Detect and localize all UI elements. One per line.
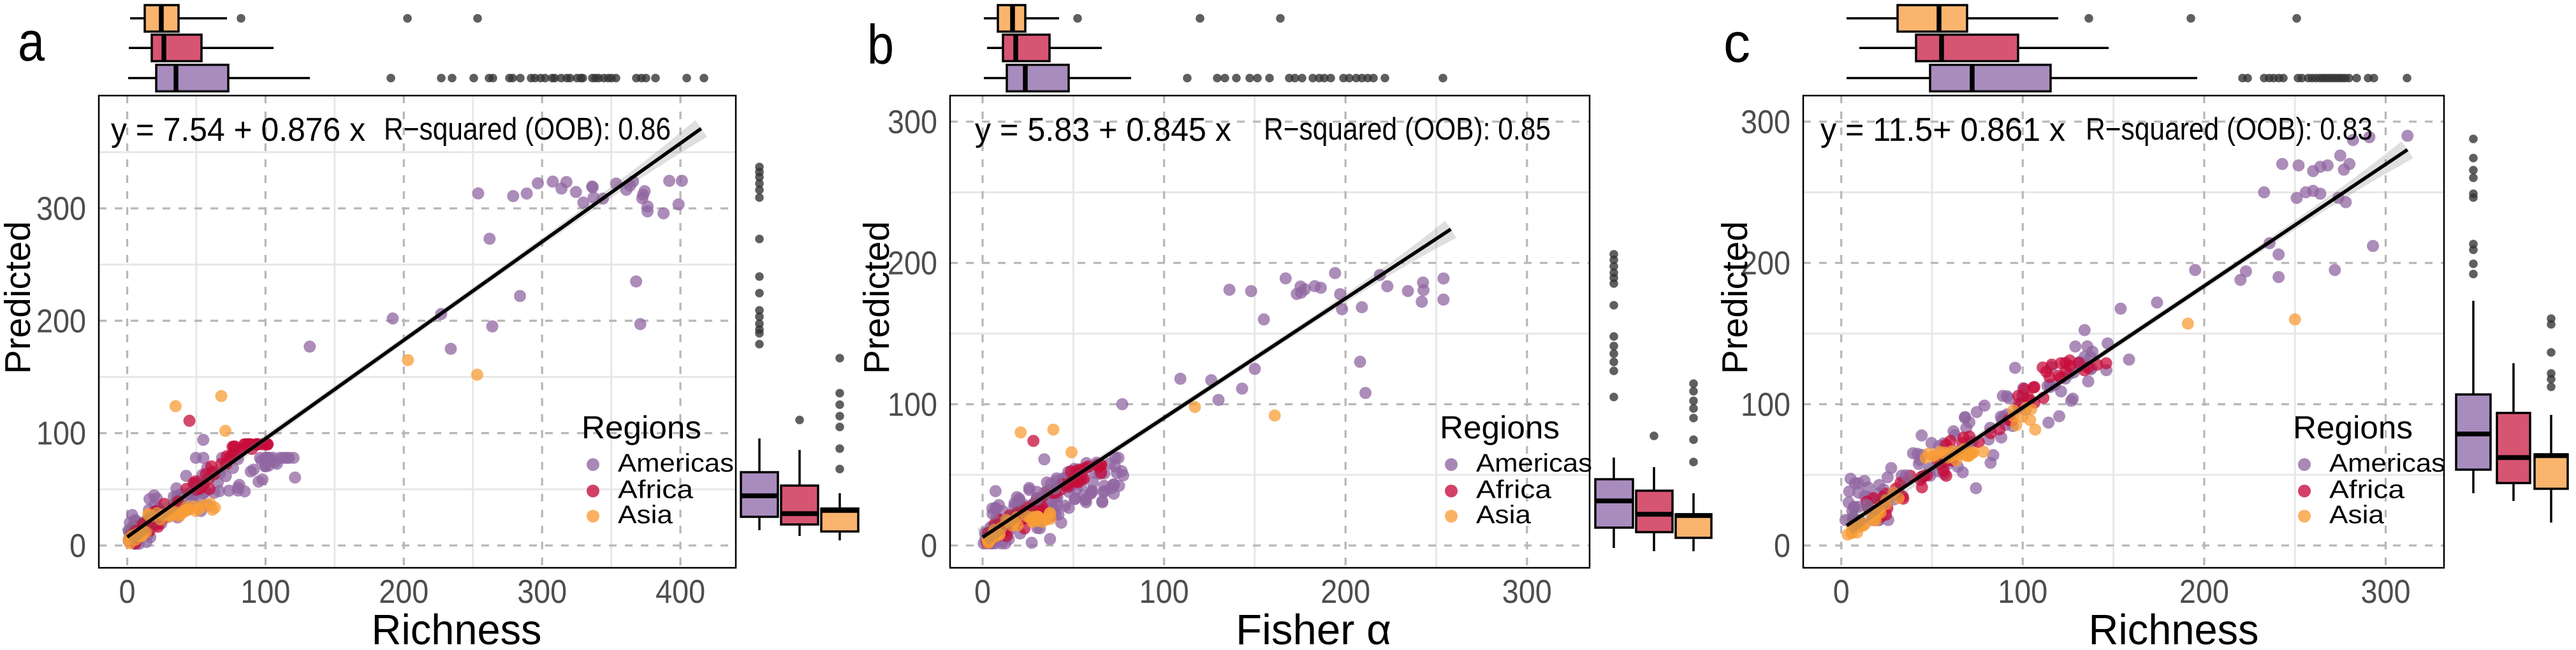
svg-text:R−squared (OOB): 0.83: R−squared (OOB): 0.83 [2086, 112, 2373, 147]
svg-text:c: c [1723, 12, 1750, 74]
svg-text:200: 200 [36, 303, 86, 340]
svg-text:Africa: Africa [618, 476, 694, 504]
svg-text:300: 300 [888, 104, 937, 141]
svg-text:Regions: Regions [582, 410, 701, 445]
svg-text:100: 100 [240, 574, 290, 610]
svg-text:Africa: Africa [2329, 476, 2405, 504]
svg-text:Richness: Richness [2089, 606, 2259, 650]
svg-text:Predicted: Predicted [1715, 221, 1755, 374]
svg-text:100: 100 [36, 415, 86, 452]
svg-text:Regions: Regions [1440, 410, 1560, 445]
svg-text:300: 300 [1741, 104, 1790, 141]
svg-text:Americas: Americas [618, 449, 734, 477]
svg-text:300: 300 [1502, 574, 1552, 610]
svg-text:300: 300 [36, 191, 86, 227]
svg-text:200: 200 [2179, 574, 2229, 610]
svg-text:0: 0 [1833, 574, 1850, 610]
svg-text:0: 0 [921, 528, 937, 565]
svg-text:200: 200 [379, 574, 428, 610]
svg-text:y = 5.83 + 0.845 x: y = 5.83 + 0.845 x [975, 112, 1231, 148]
svg-text:y = 7.54 + 0.876 x: y = 7.54 + 0.876 x [111, 112, 365, 148]
svg-text:100: 100 [888, 386, 937, 423]
svg-text:100: 100 [1998, 574, 2047, 610]
svg-text:Regions: Regions [2293, 410, 2413, 445]
svg-text:300: 300 [517, 574, 567, 610]
svg-text:200: 200 [888, 245, 937, 282]
svg-text:0: 0 [119, 574, 136, 610]
svg-text:R−squared (OOB): 0.85: R−squared (OOB): 0.85 [1264, 112, 1551, 147]
svg-text:Asia: Asia [618, 501, 673, 529]
svg-text:b: b [867, 14, 894, 76]
svg-text:R−squared (OOB): 0.86: R−squared (OOB): 0.86 [384, 112, 671, 147]
svg-text:Americas: Americas [2329, 449, 2445, 477]
svg-text:0: 0 [70, 528, 86, 565]
svg-text:a: a [18, 11, 45, 73]
svg-text:300: 300 [2361, 574, 2411, 610]
svg-text:Richness: Richness [372, 606, 542, 650]
svg-text:Fisher α: Fisher α [1236, 606, 1391, 650]
svg-text:Asia: Asia [1476, 501, 1532, 529]
svg-text:y = 11.5+ 0.861 x: y = 11.5+ 0.861 x [1820, 112, 2065, 148]
svg-text:400: 400 [655, 574, 705, 610]
svg-text:Americas: Americas [1476, 449, 1592, 477]
svg-text:200: 200 [1321, 574, 1370, 610]
svg-text:0: 0 [974, 574, 991, 610]
svg-text:Asia: Asia [2329, 501, 2385, 529]
svg-text:100: 100 [1139, 574, 1189, 610]
svg-text:Predicted: Predicted [0, 221, 38, 374]
svg-text:200: 200 [1741, 245, 1790, 282]
svg-text:0: 0 [1774, 528, 1790, 565]
svg-text:Predicted: Predicted [856, 221, 897, 374]
svg-text:100: 100 [1741, 386, 1790, 423]
svg-text:Africa: Africa [1476, 476, 1552, 504]
